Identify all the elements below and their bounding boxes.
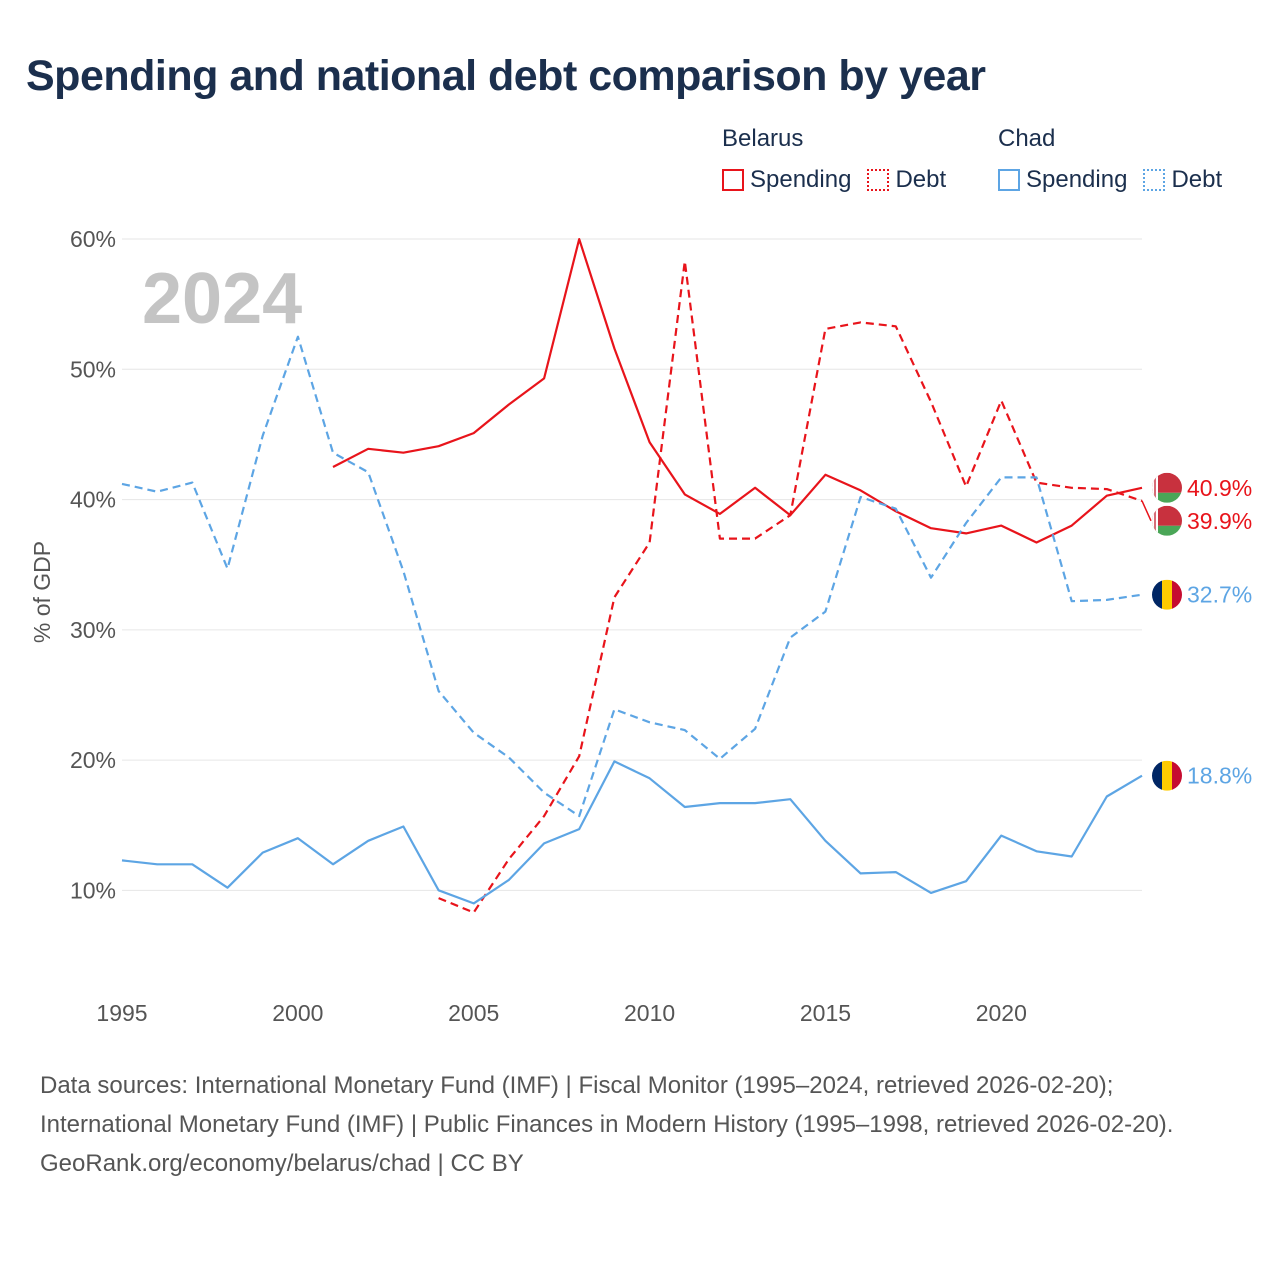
series-line-belarus-debt [438,260,1143,914]
end-value-label: 32.7% [1187,582,1252,608]
x-tick-label: 2000 [272,1000,323,1026]
end-value-label: 18.8% [1187,763,1252,789]
flag-stripe [1152,579,1162,610]
y-tick-label: 60% [70,226,116,252]
series-lines [121,238,1143,914]
flag-stripe [1162,760,1172,791]
end-value-label: 40.9% [1187,475,1252,501]
legend-swatch-dotted [1143,169,1166,191]
page-title: Spending and national debt comparison by… [26,52,986,100]
flag-ornament [1154,472,1156,503]
legend-item-label: Debt [895,166,947,193]
series-line-chad-debt [121,335,1143,818]
legend-swatch-solid [998,169,1020,191]
legend-item-belarus-debt[interactable]: Debt [867,166,946,194]
flag-chad-icon [1152,579,1182,610]
legend-group-title: Belarus [722,125,804,152]
grid-lines [122,238,1142,891]
series-end-labels: 40.9% 39.9% 32.7% 18.8% [1141,472,1252,791]
legend-item-chad-debt[interactable]: Debt [1143,166,1222,194]
flag-stripe [1172,760,1182,791]
legend-group-title: Chad [998,125,1056,152]
flag-stripe [1152,472,1182,493]
y-tick-label: 30% [70,617,116,643]
flag-stripe [1152,525,1182,536]
legend-item-label: Spending [750,166,852,193]
flag-stripe [1152,760,1162,791]
data-sources: Data sources: International Monetary Fun… [40,1072,1174,1138]
x-tick-label: 2015 [800,1000,851,1026]
x-tick-label: 2020 [976,1000,1027,1026]
x-axis-ticks: 1995 2000 2005 2010 2015 2020 [96,1000,1026,1026]
end-value-label: 39.9% [1187,508,1252,534]
y-tick-label: 40% [70,487,116,513]
legend-item-chad-spending[interactable]: Spending [998,166,1127,194]
x-tick-label: 2010 [624,1000,675,1026]
legend-item-belarus-spending[interactable]: Spending [722,166,851,194]
flag-stripe [1152,492,1182,503]
flag-chad-icon [1152,760,1182,791]
x-tick-label: 2005 [448,1000,499,1026]
label-leader [1141,500,1152,522]
flag-stripe [1172,579,1182,610]
y-tick-label: 10% [70,877,116,903]
attribution-link[interactable]: GeoRank.org/economy/belarus/chad | CC BY [40,1150,524,1177]
y-axis-ticks: 10% 20% 30% 40% 50% 60% [70,226,116,903]
series-line-belarus-spending [332,238,1143,544]
footer: Data sources: International Monetary Fun… [40,1066,1240,1183]
year-watermark: 2024 [142,259,302,339]
legend-item-label: Spending [1026,166,1128,193]
legend-group-belarus: Belarus Spending Debt [722,124,946,194]
legend-group-chad: Chad Spending Debt [998,124,1222,194]
flag-belarus-icon [1152,505,1182,536]
y-tick-label: 50% [70,356,116,382]
flag-ornament [1154,505,1156,536]
legend-swatch-dotted [867,169,890,191]
flag-stripe [1162,579,1172,610]
line-chart: 2024 % of GDP 10% 20% 30% 40% 50% 60% 1995 200… [29,226,1252,1026]
legend-swatch-solid [722,169,744,191]
series-line-chad-spending [121,760,1143,905]
legend-item-label: Debt [1171,166,1223,193]
flag-belarus-icon [1152,472,1182,503]
flag-stripe [1152,505,1182,526]
y-tick-label: 20% [70,747,116,773]
y-axis-label: % of GDP [29,541,55,643]
x-tick-label: 1995 [96,1000,147,1026]
